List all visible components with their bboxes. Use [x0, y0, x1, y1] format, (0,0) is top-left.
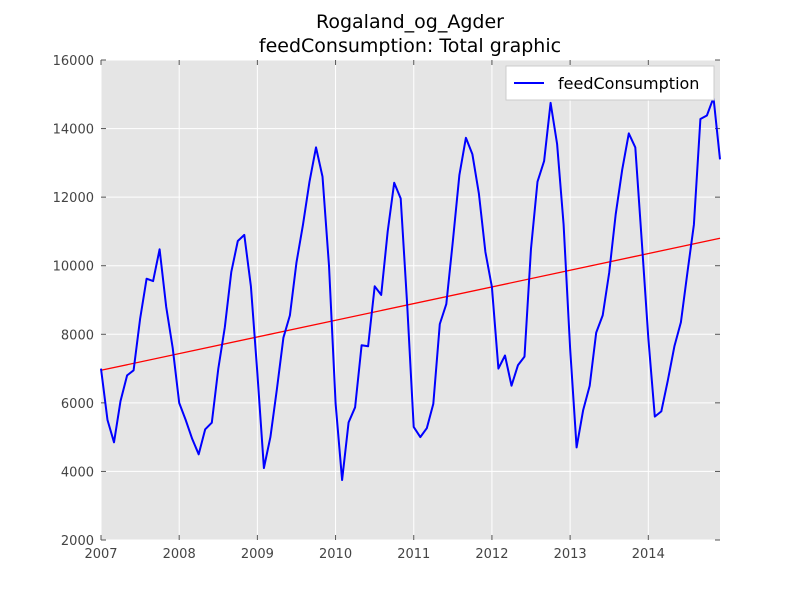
x-tick-label: 2013 — [554, 547, 587, 562]
trend-line-group — [100, 237, 721, 371]
plot-area — [101, 60, 720, 540]
series-line-feedconsumption — [100, 96, 721, 481]
grid-lines — [100, 59, 720, 541]
y-tick-label: 6000 — [61, 397, 94, 412]
y-tick-label: 14000 — [53, 123, 94, 138]
y-tick-label: 4000 — [61, 465, 94, 480]
x-tick-label: 2009 — [241, 547, 274, 562]
axis-ticks — [100, 59, 720, 541]
x-tick-label: 2014 — [632, 547, 665, 562]
chart-title-block: Rogaland_og_Agder feedConsumption: Total… — [0, 10, 800, 58]
y-axis-labels: 2000 4000 6000 8000 10000 12000 14000 16000 — [53, 54, 94, 549]
trend-line — [100, 237, 721, 371]
y-tick-label: 8000 — [61, 328, 94, 343]
y-tick-label: 10000 — [53, 260, 94, 275]
chart-subtitle: feedConsumption: Total graphic — [258, 35, 562, 57]
x-tick-label: 2008 — [163, 547, 196, 562]
x-tick-label: 2010 — [319, 547, 352, 562]
x-axis-labels: 2007 2008 2009 2010 2011 2012 2013 2014 — [84, 547, 664, 562]
y-tick-label: 12000 — [53, 191, 94, 206]
x-tick-label: 2012 — [475, 547, 508, 562]
x-tick-label: 2011 — [397, 547, 430, 562]
legend: feedConsumption — [505, 65, 715, 101]
x-tick-label: 2007 — [84, 547, 117, 562]
legend-label-feedconsumption: feedConsumption — [558, 74, 699, 93]
series-group — [100, 96, 721, 481]
y-tick-label: 2000 — [61, 534, 94, 549]
chart-title: Rogaland_og_Agder — [315, 11, 504, 33]
y-tick-label: 16000 — [53, 54, 94, 69]
